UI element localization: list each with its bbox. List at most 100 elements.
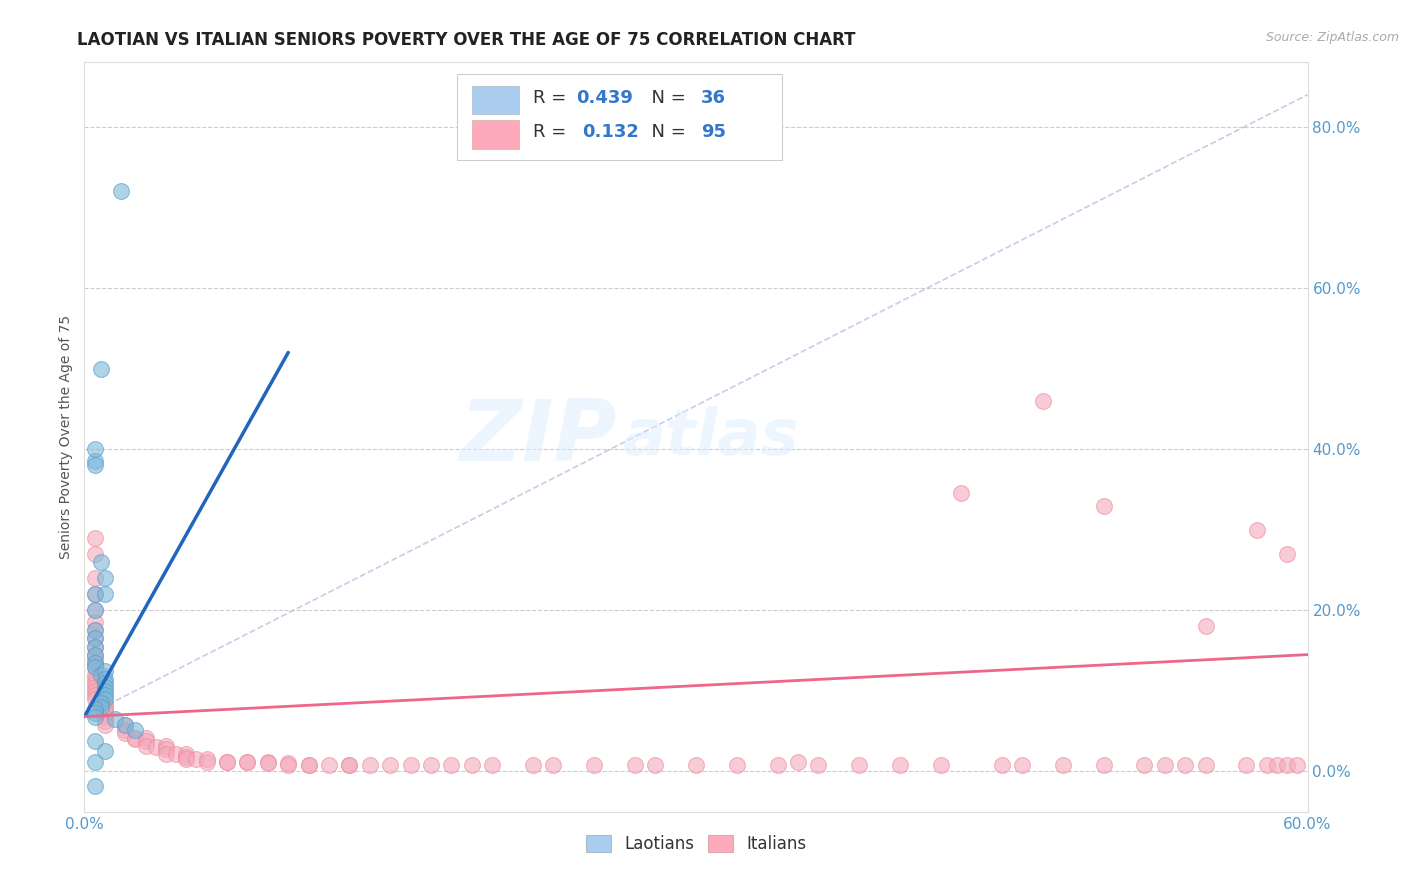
Point — [889, 758, 911, 772]
Point — [257, 756, 280, 771]
Text: 95: 95 — [700, 123, 725, 141]
Point — [83, 442, 105, 457]
Point — [1133, 758, 1156, 772]
Point — [114, 717, 136, 731]
Text: R =: R = — [533, 123, 578, 141]
Point — [440, 758, 463, 772]
Point — [83, 659, 105, 673]
Point — [93, 664, 115, 678]
Point — [90, 700, 112, 714]
Point — [236, 755, 259, 769]
Text: ZIP: ZIP — [458, 395, 616, 479]
Point — [83, 675, 105, 690]
Point — [165, 747, 187, 761]
Point — [339, 758, 361, 772]
Point — [186, 752, 208, 766]
Point — [93, 717, 115, 731]
Point — [83, 684, 105, 698]
Point — [83, 651, 105, 665]
Point — [257, 755, 280, 769]
Point — [1256, 758, 1278, 772]
Point — [83, 603, 105, 617]
Point — [124, 732, 146, 747]
Point — [725, 758, 748, 772]
Point — [583, 758, 606, 772]
Point — [93, 680, 115, 694]
Point — [217, 755, 239, 769]
Text: Source: ZipAtlas.com: Source: ZipAtlas.com — [1265, 31, 1399, 45]
Point — [399, 758, 422, 772]
Point — [124, 723, 146, 737]
Point — [93, 692, 115, 706]
Point — [83, 709, 105, 723]
Point — [481, 758, 503, 772]
Point — [90, 555, 112, 569]
Point — [83, 672, 105, 686]
Point — [90, 696, 112, 710]
Point — [1052, 758, 1074, 772]
Point — [318, 758, 340, 772]
Point — [93, 587, 115, 601]
Point — [90, 667, 112, 681]
Point — [83, 659, 105, 673]
Point — [93, 571, 115, 585]
FancyBboxPatch shape — [472, 86, 519, 114]
Point — [848, 758, 870, 772]
Point — [461, 758, 484, 772]
Point — [145, 740, 167, 755]
FancyBboxPatch shape — [472, 120, 519, 149]
Point — [83, 680, 105, 694]
Point — [93, 688, 115, 702]
Text: N =: N = — [640, 123, 692, 141]
Point — [83, 454, 105, 468]
Point — [1154, 758, 1177, 772]
Text: N =: N = — [640, 88, 692, 107]
Point — [83, 656, 105, 670]
Point — [83, 587, 105, 601]
Point — [90, 361, 112, 376]
Point — [135, 734, 157, 748]
Text: R =: R = — [533, 88, 572, 107]
Point — [83, 688, 105, 702]
Point — [991, 758, 1014, 772]
Point — [114, 717, 136, 731]
Point — [195, 755, 218, 769]
Point — [93, 675, 115, 690]
Point — [114, 725, 136, 739]
Point — [93, 696, 115, 710]
Point — [93, 684, 115, 698]
FancyBboxPatch shape — [457, 74, 782, 160]
Point — [83, 571, 105, 585]
Point — [93, 700, 115, 714]
Point — [155, 742, 177, 756]
Point — [1265, 758, 1288, 772]
Point — [135, 739, 157, 753]
Point — [1236, 758, 1258, 772]
Point — [174, 747, 197, 761]
Point — [93, 672, 115, 686]
Legend: Laotians, Italians: Laotians, Italians — [579, 828, 813, 860]
Point — [83, 648, 105, 662]
Point — [114, 723, 136, 737]
Point — [104, 712, 127, 726]
Point — [522, 758, 544, 772]
Point — [1195, 758, 1218, 772]
Point — [93, 701, 115, 715]
Point — [1032, 393, 1054, 408]
Point — [83, 624, 105, 638]
Point — [83, 701, 105, 715]
Text: atlas: atlas — [623, 406, 799, 468]
Point — [83, 667, 105, 681]
Point — [766, 758, 789, 772]
Point — [83, 531, 105, 545]
Point — [110, 185, 132, 199]
Point — [83, 640, 105, 654]
Point — [83, 656, 105, 670]
Point — [83, 615, 105, 630]
Point — [1286, 758, 1309, 772]
Point — [217, 755, 239, 769]
Point — [420, 758, 443, 772]
Point — [277, 758, 299, 772]
Point — [1011, 758, 1033, 772]
Text: 36: 36 — [700, 88, 725, 107]
